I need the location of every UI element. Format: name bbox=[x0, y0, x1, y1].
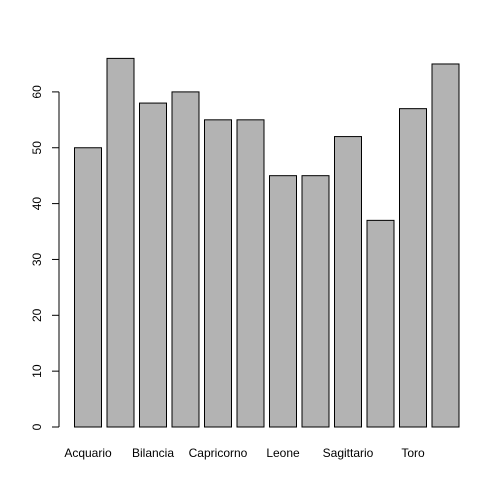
bar-vergine bbox=[431, 63, 460, 428]
bar-ariete bbox=[106, 57, 135, 428]
y-tick-label-0: 0 bbox=[30, 423, 44, 430]
x-tick-label-leone: Leone bbox=[266, 446, 300, 460]
bar-acquario bbox=[74, 147, 102, 428]
bar-leone bbox=[269, 175, 297, 428]
bar-cancro bbox=[171, 91, 200, 428]
x-tick-label-capricorno: Capricorno bbox=[189, 446, 248, 460]
x-axis-labels: Acquario Bilancia Capricorno Leone Sagittari… bbox=[64, 446, 425, 460]
bar-bilancia bbox=[139, 102, 167, 428]
y-tick-label-30: 30 bbox=[30, 252, 44, 266]
bar-sagittario bbox=[334, 136, 362, 428]
y-tick-label-50: 50 bbox=[30, 141, 44, 155]
x-tick-label-acquario: Acquario bbox=[64, 446, 112, 460]
bars-group bbox=[74, 57, 460, 428]
bar-pesci bbox=[301, 175, 330, 428]
bar-capricorno bbox=[204, 119, 232, 428]
y-tick-label-60: 60 bbox=[30, 85, 44, 99]
bar-gemelli bbox=[236, 119, 265, 428]
bar-toro bbox=[399, 108, 427, 428]
x-tick-label-toro: Toro bbox=[401, 446, 425, 460]
x-tick-label-sagittario: Sagittario bbox=[323, 446, 374, 460]
bar-scorpione bbox=[366, 219, 395, 428]
y-tick-label-10: 10 bbox=[30, 364, 44, 378]
x-tick-label-bilancia: Bilancia bbox=[132, 446, 174, 460]
y-axis: 0 10 20 30 40 50 60 bbox=[30, 85, 60, 430]
y-tick-label-40: 40 bbox=[30, 197, 44, 211]
y-tick-label-20: 20 bbox=[30, 308, 44, 322]
